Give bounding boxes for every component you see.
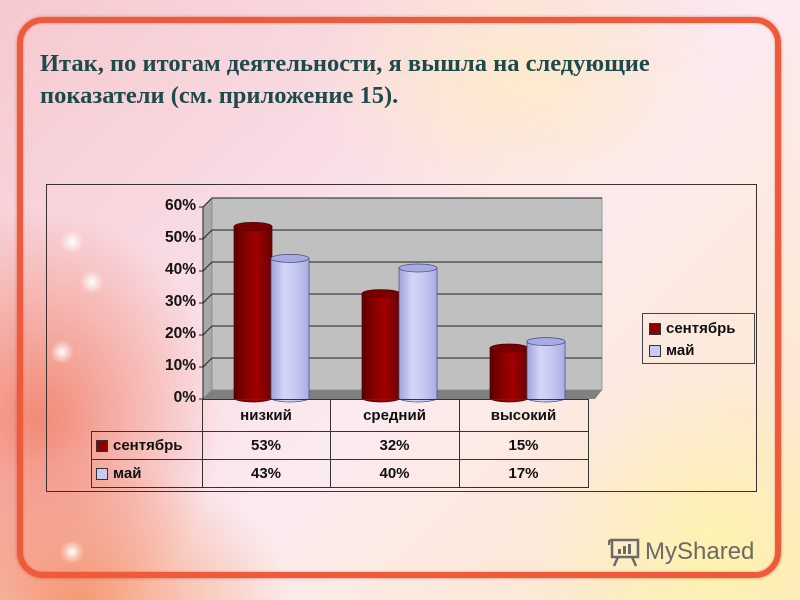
y-tick-label: 20%: [164, 325, 196, 342]
legend-swatch-september: [649, 322, 661, 335]
legend-swatch-may: [649, 344, 661, 357]
y-tick-label: 30%: [164, 293, 196, 310]
data-cell: 53%: [201, 431, 331, 460]
y-tick-label: 40%: [164, 261, 196, 278]
slide-frame: [17, 17, 781, 578]
y-tick-label: 60%: [164, 197, 196, 214]
bar-высокий: [526, 341, 566, 403]
category-header: высокий: [458, 399, 589, 432]
swatch-may: [96, 467, 108, 480]
bar-средний: [361, 293, 401, 403]
data-cell: 43%: [201, 459, 331, 488]
legend-item-september: сентябрь: [649, 320, 736, 337]
bar-низкий: [233, 226, 273, 403]
legend-item-may: май: [649, 342, 694, 359]
bar-низкий: [270, 258, 310, 403]
swatch-september: [96, 439, 108, 452]
chart-container: [46, 184, 757, 492]
category-header: средний: [329, 399, 460, 432]
data-table-header-row: низкий средний высокий: [91, 399, 589, 432]
presentation-board-icon: [608, 538, 640, 567]
y-tick-label: 10%: [164, 357, 196, 374]
bar-высокий: [489, 347, 529, 403]
sparkle-decoration: [60, 230, 84, 254]
data-cell: 32%: [329, 431, 460, 460]
series-label: сентябрь: [91, 431, 203, 460]
chart-legend: сентябрь май: [642, 313, 755, 364]
y-tick-label: 50%: [164, 229, 196, 246]
data-table-row-september: сентябрь 53% 32% 15%: [91, 431, 589, 460]
sparkle-decoration: [60, 540, 84, 564]
watermark: MyShared: [608, 537, 754, 567]
chart-data-table: низкий средний высокий сентябрь 53% 32% …: [91, 399, 589, 488]
category-header: низкий: [201, 399, 331, 432]
sparkle-decoration: [50, 340, 74, 364]
bar-средний: [398, 267, 438, 403]
slide-title: Итак, по итогам деятельности, я вышла на…: [40, 50, 650, 109]
data-cell: 40%: [329, 459, 460, 488]
data-table-row-may: май 43% 40% 17%: [91, 459, 589, 488]
data-cell: 17%: [458, 459, 589, 488]
data-cell: 15%: [458, 431, 589, 460]
sparkle-decoration: [80, 270, 104, 294]
series-label: май: [91, 459, 203, 488]
